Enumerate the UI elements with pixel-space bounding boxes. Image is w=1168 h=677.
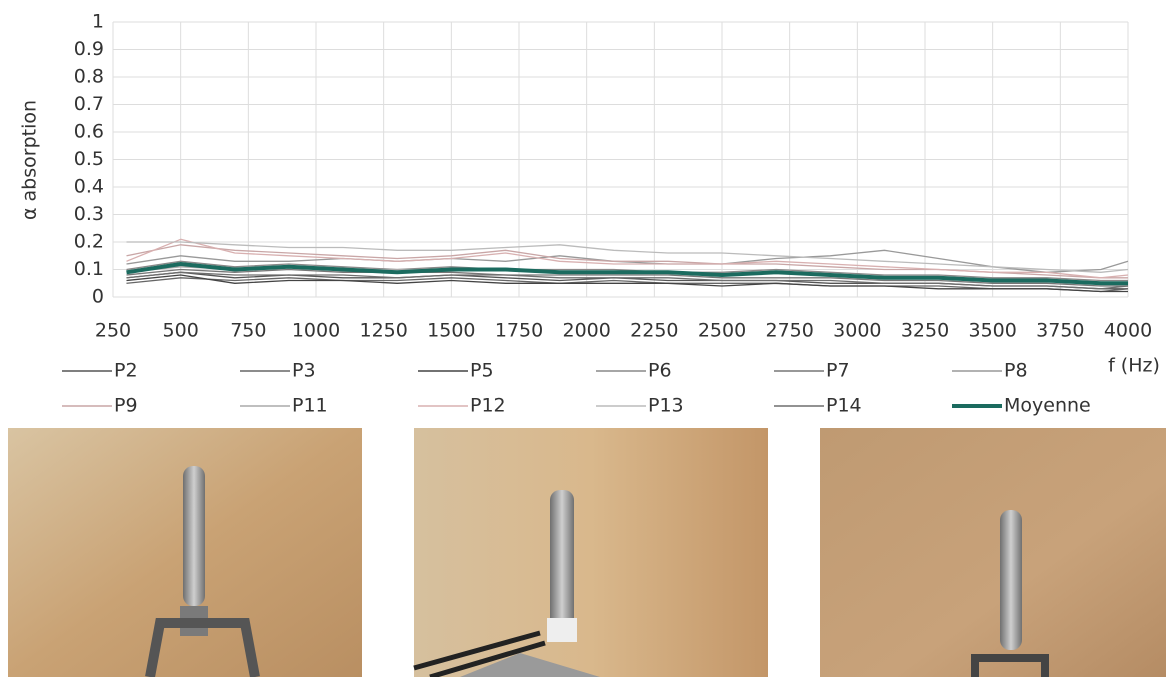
y-tick-label: 0.8 xyxy=(74,66,104,88)
legend-label: P8 xyxy=(1004,360,1028,382)
photo xyxy=(820,428,1166,677)
legend-label: P2 xyxy=(114,360,138,382)
x-tick-label: 500 xyxy=(163,320,199,342)
legend-label: P14 xyxy=(826,395,862,417)
legend-label: P3 xyxy=(292,360,316,382)
y-tick-label: 0.3 xyxy=(74,203,104,225)
chart: α absorption f (Hz) 0 0.1 0.2 0.3 0.4 0.5 0.6 0… xyxy=(19,11,1160,417)
y-tick-label: 0.6 xyxy=(74,121,104,143)
legend-label: P7 xyxy=(826,360,850,382)
y-tick-label: 0.5 xyxy=(74,148,104,170)
x-tick-label: 1250 xyxy=(359,320,407,342)
legend-label: Moyenne xyxy=(1004,395,1091,417)
legend-label: P6 xyxy=(648,360,672,382)
series-line xyxy=(126,271,1129,290)
legend-label: P5 xyxy=(470,360,494,382)
x-axis-label: f (Hz) xyxy=(1108,355,1160,377)
y-axis-label: α absorption xyxy=(19,100,41,220)
legend-label: P11 xyxy=(292,395,328,417)
photo xyxy=(413,428,768,677)
series-line xyxy=(126,262,1128,286)
series-line xyxy=(126,268,1128,287)
x-tick-label: 2000 xyxy=(562,320,610,342)
photo xyxy=(8,428,362,677)
y-tick-label: 0 xyxy=(92,286,104,308)
legend-label: P9 xyxy=(114,395,138,417)
y-tick-label: 0.2 xyxy=(74,231,104,253)
legend-label: P12 xyxy=(470,395,506,417)
x-tick-label: 3000 xyxy=(833,320,881,342)
series-line xyxy=(126,274,1128,293)
x-tick-label: 1750 xyxy=(495,320,543,342)
legend-label: P13 xyxy=(648,395,684,417)
x-tick-label: 3500 xyxy=(968,320,1016,342)
y-tick-label: 0.9 xyxy=(74,38,104,60)
x-tick-label: 2250 xyxy=(630,320,678,342)
x-tick-label: 3250 xyxy=(901,320,949,342)
x-tick-label: 750 xyxy=(230,320,266,342)
x-tick-label: 3750 xyxy=(1036,320,1084,342)
photos xyxy=(8,428,1166,677)
series-line xyxy=(126,241,1129,273)
x-tick-label: 1500 xyxy=(427,320,475,342)
series-line xyxy=(126,238,1129,279)
y-tick-label: 0.1 xyxy=(74,258,104,280)
x-tick-label: 2750 xyxy=(765,320,813,342)
series-line xyxy=(126,249,1129,273)
y-tick-label: 0.7 xyxy=(74,93,104,115)
x-tick-label: 1000 xyxy=(292,320,340,342)
y-tick-label: 0.4 xyxy=(74,176,104,198)
x-tick-label: 250 xyxy=(95,320,131,342)
x-tick-label: 4000 xyxy=(1104,320,1152,342)
x-tick-label: 2500 xyxy=(698,320,746,342)
y-tick-label: 1 xyxy=(92,11,104,33)
